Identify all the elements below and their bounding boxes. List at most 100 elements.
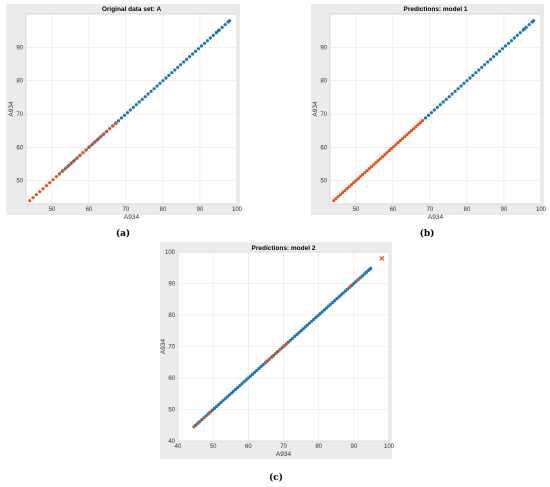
data-point	[477, 68, 481, 72]
data-point	[369, 165, 374, 169]
data-point	[355, 278, 359, 282]
data-point	[512, 36, 516, 40]
marker-stroke	[379, 255, 385, 261]
data-point	[192, 425, 196, 429]
data-point	[348, 285, 352, 289]
data-point	[140, 97, 144, 101]
data-point	[261, 363, 265, 367]
data-point	[227, 393, 231, 397]
data-point	[111, 124, 115, 128]
data-point	[435, 105, 439, 109]
data-point	[400, 137, 405, 141]
data-point	[441, 100, 445, 104]
data-point	[196, 47, 201, 51]
chart-title: Original data set: A	[102, 6, 162, 13]
data-point	[205, 39, 209, 43]
data-point	[332, 199, 336, 203]
data-point	[324, 306, 329, 310]
data-point	[518, 31, 522, 35]
data-point	[338, 193, 342, 197]
data-point	[527, 23, 531, 27]
y-tick-label: 50	[16, 179, 23, 185]
data-point	[227, 19, 232, 23]
data-point	[392, 145, 396, 149]
data-point	[285, 341, 289, 345]
data-point	[364, 270, 368, 275]
data-point	[202, 41, 207, 45]
data-point	[202, 415, 206, 419]
data-point	[396, 141, 400, 145]
data-point	[336, 195, 340, 199]
data-point	[179, 63, 183, 67]
data-point	[345, 287, 350, 291]
data-point	[155, 84, 159, 88]
data-point	[71, 160, 75, 164]
data-point	[352, 281, 356, 286]
data-point	[310, 319, 314, 323]
data-point	[223, 23, 227, 27]
data-point	[497, 49, 502, 53]
data-point	[173, 68, 177, 72]
data-point	[108, 127, 112, 131]
data-point	[420, 119, 425, 123]
y-tick-label: 70	[168, 345, 175, 351]
data-point	[242, 380, 246, 384]
data-point	[119, 116, 124, 120]
data-point	[347, 185, 351, 189]
data-point	[494, 52, 499, 56]
data-point	[54, 175, 58, 179]
y-tick-label: 60	[16, 145, 23, 151]
data-point	[143, 95, 147, 99]
data-point	[335, 297, 339, 301]
data-point	[255, 368, 259, 373]
data-point	[489, 57, 493, 61]
y-tick-label: 70	[16, 112, 23, 118]
data-point	[128, 108, 132, 112]
data-point	[343, 189, 347, 193]
data-point	[456, 87, 460, 91]
x-tick-label: 90	[350, 444, 357, 450]
panel-b: 50 60 70 80 90 100 50 60 70 80 90 Predictions: mode…	[311, 4, 547, 239]
data-point	[356, 177, 360, 181]
data-point	[253, 370, 257, 374]
data-point	[320, 310, 324, 314]
panel-a: 50 60 70 80 90 100 50 60 70 80 90 Original data set…	[6, 4, 243, 239]
data-point	[48, 181, 52, 185]
data-point	[339, 293, 343, 297]
data-point	[167, 73, 171, 77]
data-point	[367, 167, 371, 171]
data-point	[125, 111, 130, 115]
data-point	[238, 383, 242, 388]
data-point	[190, 52, 195, 56]
y-tick-label: 60	[168, 376, 175, 382]
chart-title: Predictions: model 2	[252, 245, 316, 252]
data-point	[299, 329, 303, 333]
data-point	[409, 129, 414, 133]
data-point	[374, 161, 378, 165]
panel-c: 40 50 60 70 80 90 100 40 50 60 70 80 90 100 Prediction…	[160, 242, 395, 483]
data-point	[365, 169, 369, 173]
data-point	[267, 357, 272, 361]
data-point	[312, 317, 316, 322]
data-point	[188, 55, 192, 59]
data-point	[378, 157, 382, 161]
data-point	[291, 336, 295, 340]
data-point	[387, 149, 391, 153]
data-point	[91, 142, 95, 146]
data-point	[326, 304, 331, 308]
data-point	[360, 173, 365, 177]
data-point-x	[379, 255, 385, 261]
data-point	[398, 139, 402, 143]
data-point	[274, 351, 279, 355]
data-point	[248, 374, 253, 378]
data-point	[61, 169, 65, 173]
data-point	[486, 60, 490, 64]
data-point	[480, 65, 484, 69]
data-point	[236, 385, 240, 390]
data-point	[293, 334, 297, 339]
data-point	[240, 382, 244, 386]
x-tick-label: 50	[353, 207, 360, 213]
y-axis-label: A934	[312, 101, 319, 117]
data-point	[429, 111, 434, 115]
